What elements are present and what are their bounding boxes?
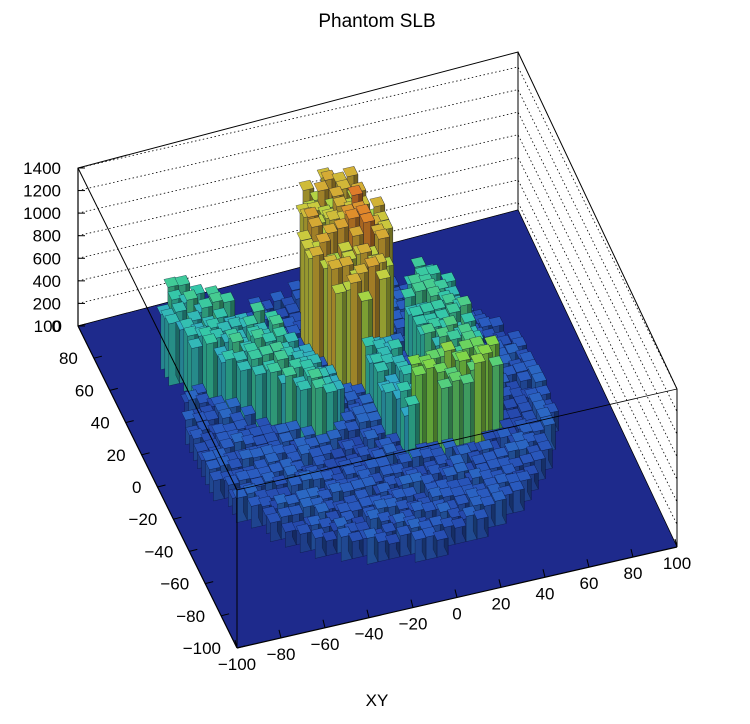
y-tick-label: −80 bbox=[176, 607, 205, 626]
x-tick-label: 20 bbox=[492, 594, 511, 613]
y-tick-label: 100 bbox=[34, 317, 62, 336]
lego-bar bbox=[422, 358, 438, 462]
x-tick-label: −20 bbox=[399, 615, 428, 634]
y-tick-mark bbox=[125, 420, 134, 424]
x-tick-mark bbox=[542, 569, 546, 578]
x-tick-mark bbox=[498, 579, 502, 588]
x-tick-mark bbox=[674, 538, 678, 548]
front-top-edge bbox=[236, 388, 678, 491]
lego-bar bbox=[321, 530, 338, 556]
z-tick-label: 1400 bbox=[23, 159, 61, 178]
z-tick-label: 600 bbox=[33, 249, 61, 268]
x-tick-label: −80 bbox=[267, 645, 296, 664]
x-tick-mark bbox=[234, 639, 238, 649]
y-tick-mark bbox=[141, 452, 150, 456]
x-tick-mark bbox=[366, 609, 370, 618]
x-tick-label: 0 bbox=[452, 605, 461, 624]
z-axis-ticks: 0 200 400 600 800 1000 1200 1400 bbox=[23, 159, 85, 336]
y-tick-mark bbox=[189, 548, 198, 552]
y-tick-mark bbox=[173, 516, 182, 520]
x-tick-mark bbox=[322, 619, 326, 628]
y-tick-mark bbox=[77, 323, 87, 327]
x-tick-mark bbox=[630, 548, 634, 558]
x-tick-mark bbox=[278, 629, 282, 639]
y-tick-mark bbox=[220, 613, 230, 617]
x-axis-ticks: −100 −80 −60 −40 −20 0 20 40 60 80 100 bbox=[218, 538, 691, 674]
lego-bar bbox=[450, 517, 467, 545]
y-tick-label: 60 bbox=[75, 381, 94, 400]
y-tick-label: −100 bbox=[183, 639, 221, 658]
lego-bar bbox=[266, 512, 282, 542]
lego-bar bbox=[310, 527, 327, 559]
lego-bar bbox=[164, 313, 181, 386]
lego-bar bbox=[410, 529, 427, 563]
lego-bar bbox=[308, 245, 324, 380]
lego-bar bbox=[472, 508, 489, 540]
lego-bar bbox=[346, 272, 362, 407]
z-tick-label: 800 bbox=[33, 227, 61, 246]
x-tick-mark bbox=[454, 589, 458, 598]
lego-bar bbox=[395, 525, 412, 557]
x-tick-mark bbox=[586, 559, 590, 568]
y-tick-mark bbox=[157, 484, 166, 488]
y-axis-ticks: −100 −80 −60 −40 −20 0 20 40 60 80 100 bbox=[34, 317, 246, 658]
y-tick-label: 20 bbox=[107, 446, 126, 465]
y-tick-mark bbox=[93, 355, 103, 359]
x-tick-label: −60 bbox=[311, 635, 340, 654]
z-tick-label: 1000 bbox=[23, 204, 61, 223]
y-tick-mark bbox=[205, 581, 214, 585]
chart-front-frame bbox=[77, 167, 678, 649]
lego-bar bbox=[281, 521, 297, 548]
x-tick-label: 40 bbox=[536, 584, 555, 603]
x-tick-label: 60 bbox=[580, 574, 599, 593]
chart-bars bbox=[156, 166, 559, 565]
lego-bar bbox=[331, 283, 347, 402]
x-tick-label: 80 bbox=[624, 564, 643, 583]
x-tick-label: 100 bbox=[663, 554, 691, 573]
y-tick-label: −60 bbox=[160, 575, 189, 594]
z-tick-label: 400 bbox=[33, 272, 61, 291]
lego-bar bbox=[384, 533, 401, 560]
z-tick-label: 0 bbox=[52, 317, 61, 336]
lego-bar bbox=[490, 490, 507, 527]
y-tick-mark bbox=[236, 645, 246, 649]
lego-bar bbox=[432, 529, 449, 558]
left-top-edge bbox=[77, 167, 238, 491]
lego-bar bbox=[296, 523, 312, 553]
x-tick-mark bbox=[410, 599, 414, 608]
y-tick-label: 40 bbox=[91, 414, 110, 433]
y-tick-label: −40 bbox=[144, 542, 173, 561]
lego-bar bbox=[247, 495, 263, 529]
x-tick-label: −40 bbox=[355, 625, 384, 644]
x-tick-label: −100 bbox=[218, 655, 256, 674]
y-tick-label: −20 bbox=[129, 510, 158, 529]
y-tick-mark bbox=[109, 387, 118, 391]
y-tick-label: 80 bbox=[59, 349, 78, 368]
z-tick-label: 200 bbox=[33, 294, 61, 313]
z-tick-label: 1200 bbox=[23, 182, 61, 201]
y-tick-label: 0 bbox=[132, 478, 141, 497]
lego-bar bbox=[508, 480, 525, 514]
chart-title: Phantom SLB bbox=[318, 11, 435, 32]
x-axis-label: XY bbox=[366, 691, 389, 710]
